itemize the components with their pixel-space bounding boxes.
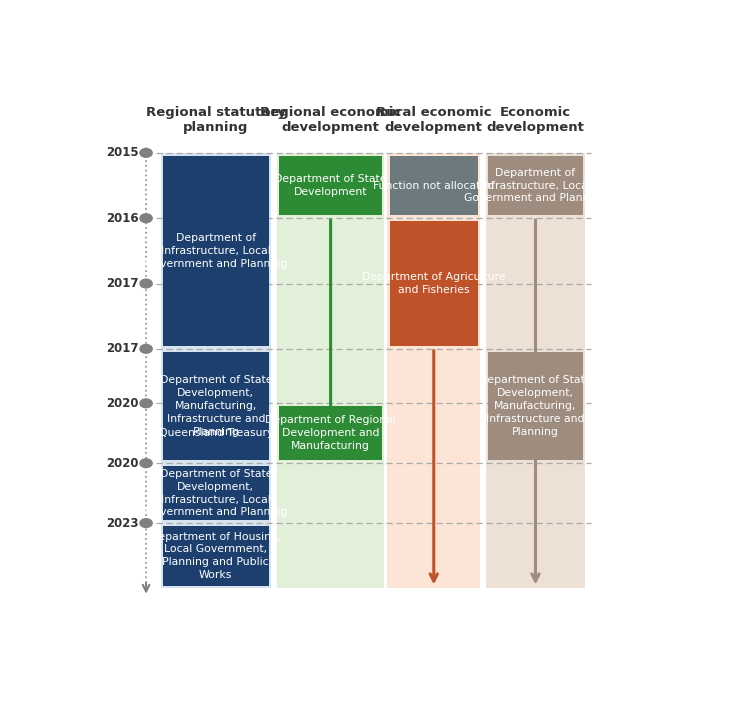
Text: 2023: 2023 — [106, 517, 139, 530]
Text: 2020: 2020 — [106, 457, 139, 469]
Bar — [488, 156, 583, 216]
Text: Regional economic
development: Regional economic development — [260, 106, 401, 134]
Text: Rural economic
development: Rural economic development — [376, 106, 491, 134]
Ellipse shape — [140, 459, 152, 467]
Bar — [163, 351, 268, 460]
Text: Regional statutory
planning: Regional statutory planning — [146, 106, 286, 134]
Text: Queensland Treasury: Queensland Treasury — [159, 428, 273, 438]
Text: Department of State
Development,
Infrastructure, Local
Government and Planning: Department of State Development, Infrast… — [145, 469, 287, 518]
Text: Department of Agriculture
and Fisheries: Department of Agriculture and Fisheries — [362, 272, 506, 295]
Bar — [389, 156, 478, 216]
Text: Function not allocated: Function not allocated — [374, 180, 494, 191]
Ellipse shape — [140, 399, 152, 408]
Ellipse shape — [140, 519, 152, 527]
Text: Department of State
Development,
Manufacturing,
Infrastructure and
Planning: Department of State Development, Manufac… — [160, 375, 272, 437]
Bar — [163, 526, 268, 585]
Bar — [163, 156, 268, 346]
Bar — [160, 153, 271, 588]
Text: 2016: 2016 — [106, 211, 139, 225]
Text: Department of State
Development,
Manufacturing,
Infrastructure and
Planning: Department of State Development, Manufac… — [479, 375, 592, 437]
Text: Economic
development: Economic development — [487, 106, 584, 134]
Bar — [163, 406, 268, 460]
Ellipse shape — [140, 148, 152, 157]
Bar — [277, 153, 384, 588]
Text: 2017: 2017 — [106, 342, 139, 356]
Bar — [488, 351, 583, 460]
Ellipse shape — [140, 279, 152, 288]
Bar — [486, 153, 585, 588]
Text: Department of
Infrastructure, Local
Government and Planning: Department of Infrastructure, Local Gove… — [464, 168, 607, 204]
Bar — [279, 156, 382, 216]
Bar — [389, 221, 478, 346]
Text: Department of
Infrastructure, Local
Government and Planning: Department of Infrastructure, Local Gove… — [145, 233, 287, 269]
Text: Department of State
Development: Department of State Development — [274, 174, 387, 197]
Text: Department of Regional
Development and
Manufacturing: Department of Regional Development and M… — [266, 416, 396, 451]
Text: Department of Housing,
Local Government,
Planning and Public
Works: Department of Housing, Local Government,… — [150, 532, 281, 580]
Text: 2017: 2017 — [106, 277, 139, 290]
Bar — [163, 466, 268, 520]
Text: 2015: 2015 — [106, 146, 139, 159]
Bar — [387, 153, 480, 588]
Bar — [279, 406, 382, 460]
Text: 2020: 2020 — [106, 397, 139, 410]
Ellipse shape — [140, 214, 152, 223]
Ellipse shape — [140, 344, 152, 354]
